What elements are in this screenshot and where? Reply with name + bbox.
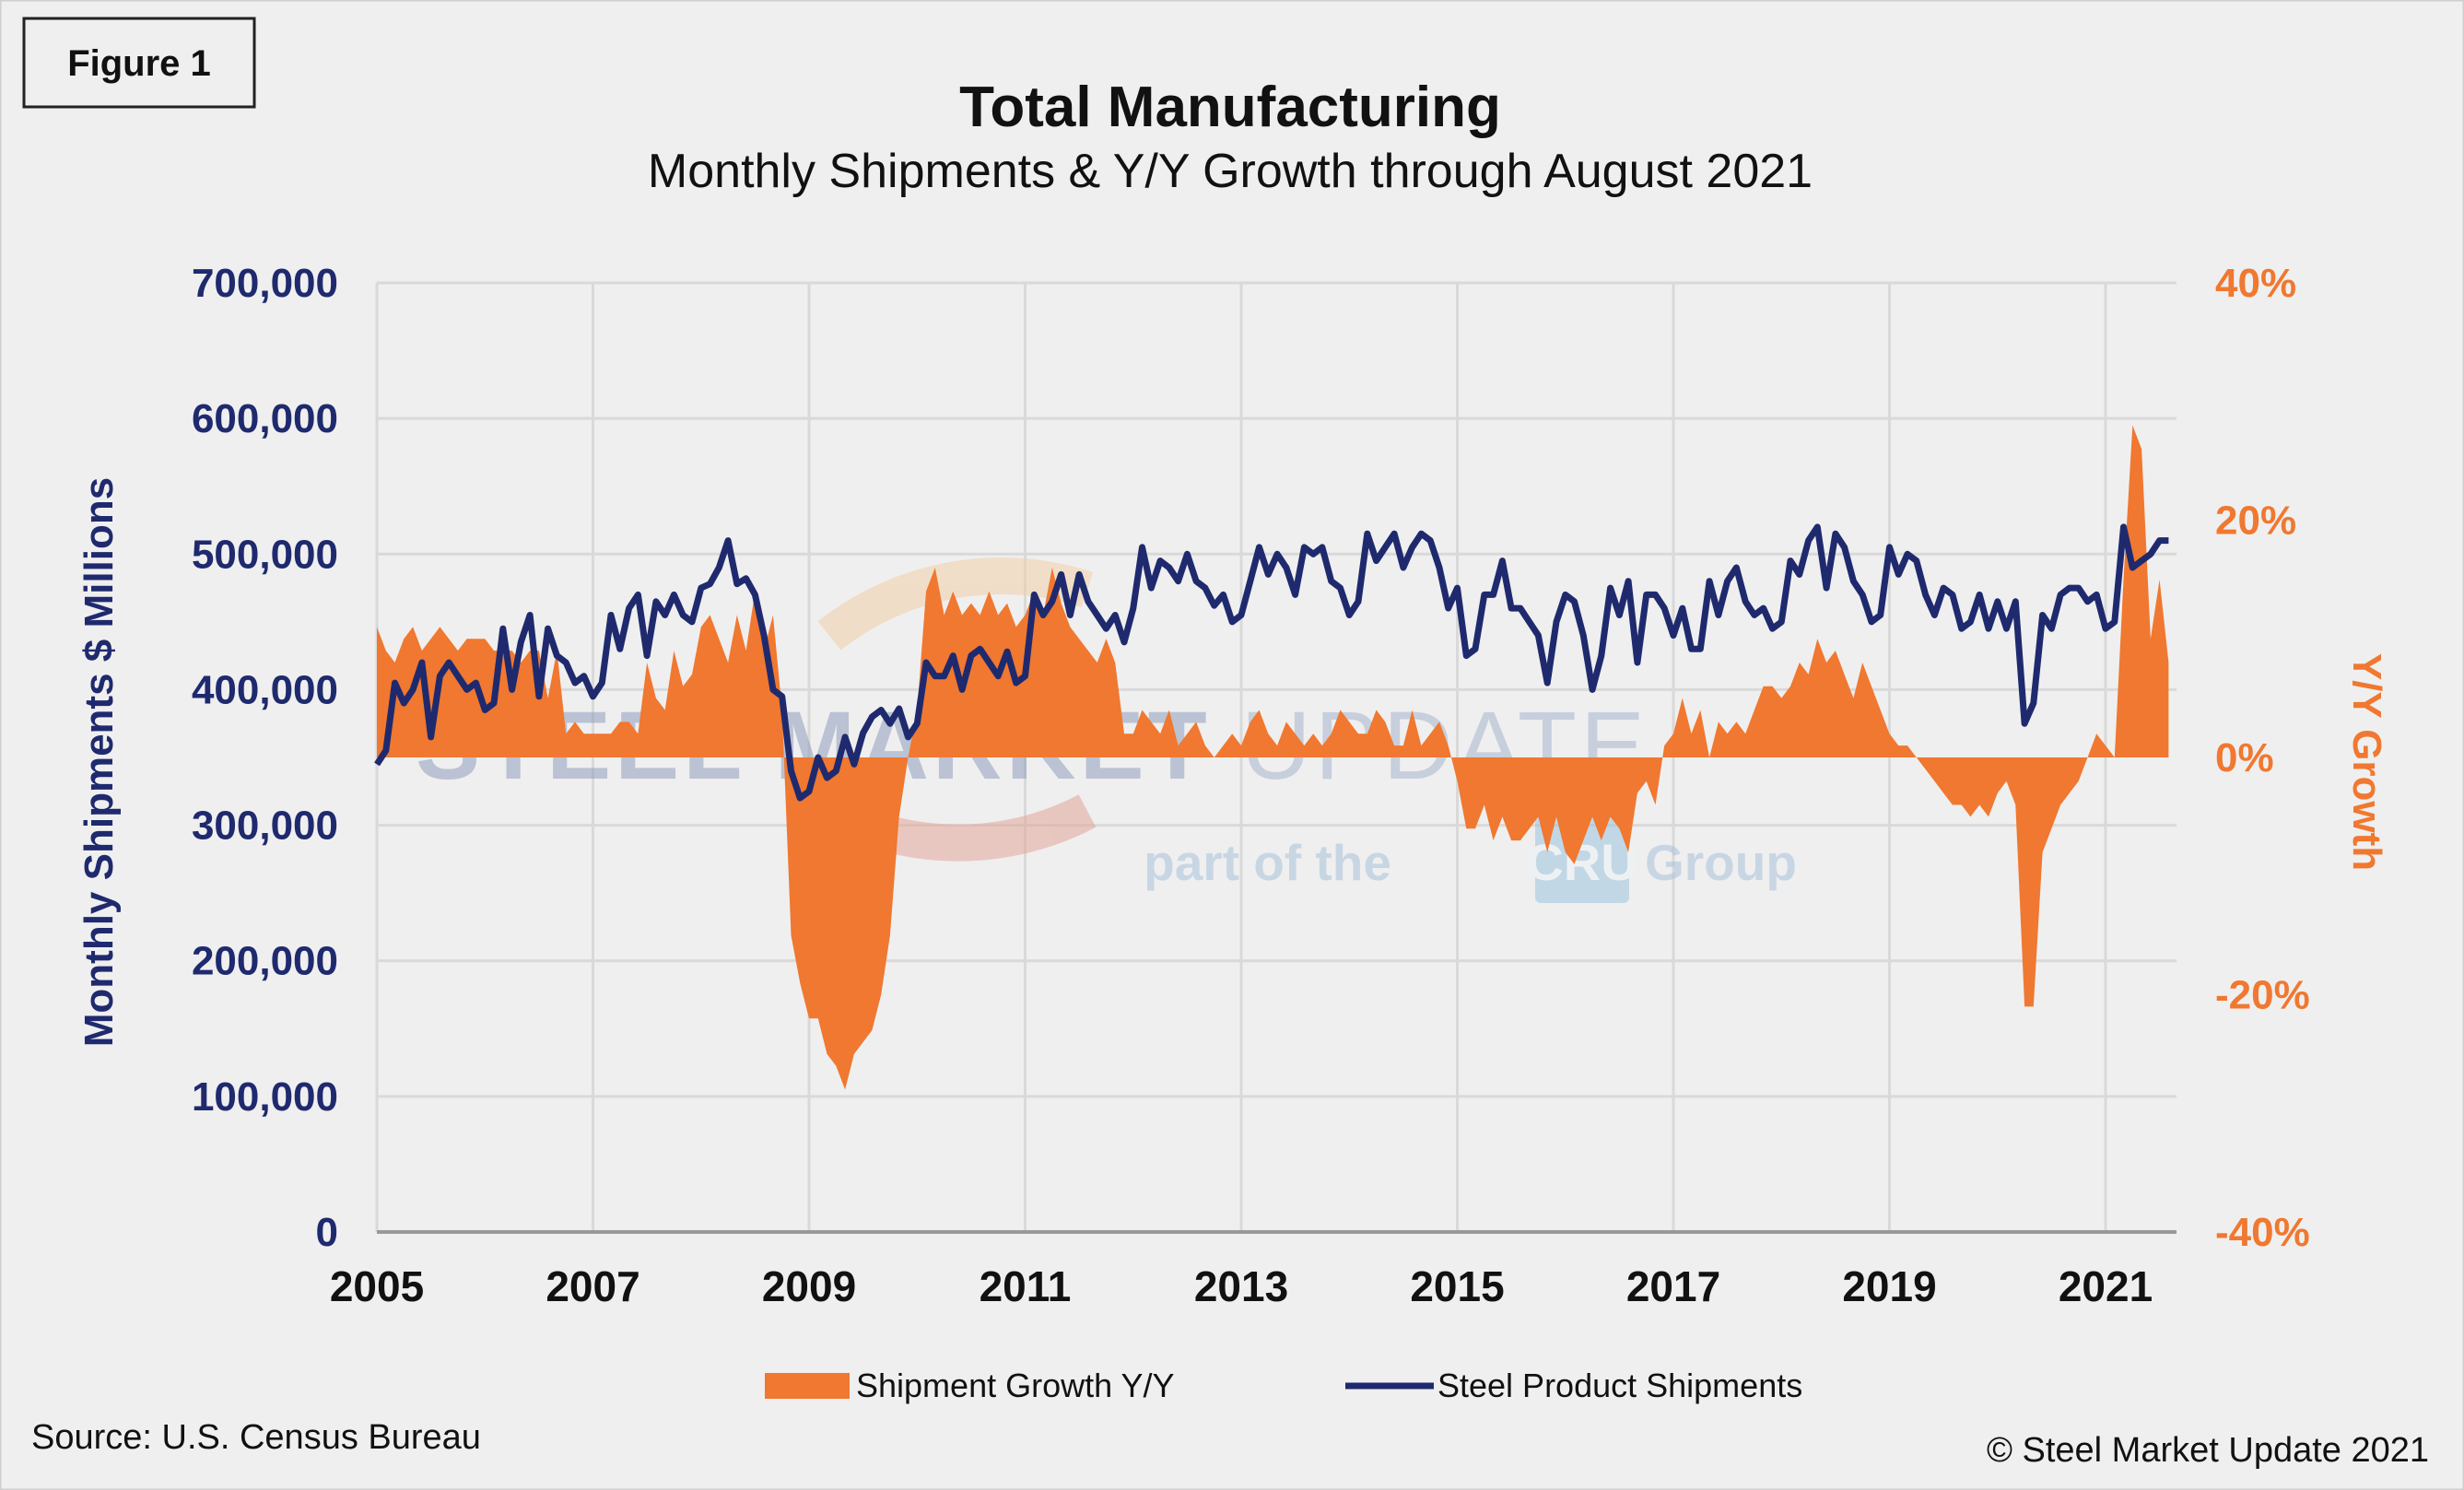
source-note: Source: U.S. Census Bureau xyxy=(31,1418,481,1457)
x-tick-label: 2009 xyxy=(762,1262,856,1310)
legend-label: Steel Product Shipments xyxy=(1437,1367,1802,1404)
svg-text:part of the: part of the xyxy=(1144,834,1391,891)
chart-subtitle: Monthly Shipments & Y/Y Growth through A… xyxy=(648,145,1813,198)
x-tick-label: 2005 xyxy=(330,1262,424,1310)
x-tick-label: 2007 xyxy=(546,1262,639,1310)
y2-tick-label: 0% xyxy=(2215,735,2274,780)
steel-shipments-line-series xyxy=(374,523,2169,802)
x-tick-label: 2019 xyxy=(1842,1262,1936,1310)
copyright-note: © Steel Market Update 2021 xyxy=(1987,1431,2429,1470)
y-tick-label: 600,000 xyxy=(192,396,338,441)
legend-item-steel-shipments[interactable]: Steel Product Shipments xyxy=(1345,1367,1802,1404)
chart-title: Total Manufacturing xyxy=(959,76,1501,139)
y-tick-label: 700,000 xyxy=(192,261,338,306)
legend-label: Shipment Growth Y/Y xyxy=(856,1367,1175,1404)
x-tick-label: 2011 xyxy=(980,1262,1072,1310)
y-axis-title: Monthly Shipments $ Millions xyxy=(76,477,122,1047)
y2-tick-label: -20% xyxy=(2215,973,2310,1018)
figure-label-box: Figure 1 xyxy=(22,17,256,109)
svg-text:Group: Group xyxy=(1645,834,1797,891)
x-tick-label: 2013 xyxy=(1194,1262,1288,1310)
shipment-growth-area xyxy=(377,425,2169,1090)
y-tick-label: 200,000 xyxy=(192,939,338,984)
y2-tick-label: -40% xyxy=(2215,1210,2310,1255)
shipment-growth-area-series xyxy=(377,425,2169,1090)
y-tick-label: 100,000 xyxy=(192,1074,338,1120)
y2-axis-title: Y/Y Growth xyxy=(2344,653,2389,871)
legend: Shipment Growth Y/Y Steel Product Shipme… xyxy=(765,1367,1802,1404)
axes: 0 100,000 200,000 300,000 400,000 500,000 600,… xyxy=(192,261,2310,1310)
y-tick-label: 400,000 xyxy=(192,667,338,712)
x-tick-label: 2021 xyxy=(2059,1262,2153,1310)
figure-label: Figure 1 xyxy=(67,43,211,84)
y-tick-label: 500,000 xyxy=(192,532,338,577)
y-tick-label: 300,000 xyxy=(192,804,338,849)
x-tick-label: 2015 xyxy=(1410,1262,1504,1310)
y2-tick-label: 40% xyxy=(2215,261,2296,306)
x-tick-label: 2017 xyxy=(1626,1262,1720,1310)
legend-swatch-orange xyxy=(765,1373,850,1399)
legend-item-shipment-growth[interactable]: Shipment Growth Y/Y xyxy=(765,1367,1175,1404)
y2-tick-label: 20% xyxy=(2215,499,2296,544)
steel-shipments-line xyxy=(374,523,2169,802)
y-tick-label: 0 xyxy=(316,1210,338,1255)
